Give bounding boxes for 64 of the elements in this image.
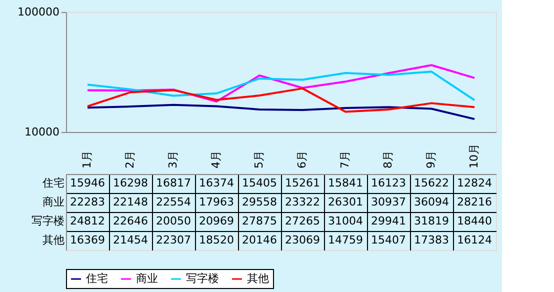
data-label: 29558 — [242, 196, 277, 208]
text: 其他 — [42, 234, 64, 246]
data-label: 24812 — [70, 214, 105, 228]
x-tick-label: 8月 — [382, 150, 394, 168]
data-label: 15946 — [70, 176, 105, 190]
text: 住宅 — [42, 176, 64, 190]
data-label: 16369 — [70, 234, 105, 246]
data-label: 21454 — [113, 234, 148, 246]
data-label: 17963 — [199, 196, 234, 208]
x-tick-label: 5月 — [252, 150, 266, 168]
data-label: 20146 — [242, 234, 277, 246]
data-label: 17383 — [414, 234, 449, 246]
data-label: 23069 — [285, 234, 320, 246]
y-tick-label: 100000 — [18, 6, 60, 18]
line-series — [86, 70, 476, 102]
data-label: 29941 — [371, 214, 406, 228]
data-label: 16124 — [457, 234, 492, 246]
legend-label: 商业 — [136, 272, 158, 285]
x-tick-label: 7月 — [338, 150, 352, 168]
data-label: 30937 — [371, 196, 406, 208]
text: 商业 — [42, 196, 64, 208]
data-label: 23322 — [285, 196, 320, 208]
data-label: 20969 — [199, 214, 234, 228]
data-label: 15405 — [242, 176, 277, 190]
x-tick-label: 10月 — [468, 144, 480, 168]
data-label: 22307 — [156, 234, 191, 246]
data-label: 22283 — [70, 196, 105, 208]
data-label: 15622 — [414, 176, 449, 190]
data-label: 16817 — [156, 176, 191, 190]
data-label: 16374 — [199, 176, 234, 190]
data-label: 28216 — [457, 196, 492, 208]
legend-label: 其他 — [247, 272, 269, 285]
line-series — [86, 87, 476, 113]
x-tick-label: 1月 — [80, 150, 94, 168]
data-label: 26301 — [328, 196, 363, 208]
data-label: 27875 — [242, 214, 277, 228]
data-label: 16298 — [113, 176, 148, 190]
data-label: 15841 — [328, 176, 363, 190]
data-label: 36094 — [414, 196, 449, 208]
data-label: 20050 — [156, 214, 191, 228]
line-series — [86, 64, 476, 102]
data-label: 18520 — [199, 234, 234, 246]
x-tick-label: 3月 — [166, 150, 180, 168]
data-label: 14759 — [328, 234, 363, 246]
data-label: 22554 — [156, 196, 191, 208]
x-tick-label: 2月 — [124, 150, 136, 168]
data-label: 22148 — [113, 196, 148, 208]
data-label: 12824 — [457, 176, 492, 190]
line-series — [86, 104, 476, 120]
data-label: 31819 — [414, 214, 449, 228]
x-tick-label: 4月 — [210, 150, 222, 168]
y-tick-label: 10000 — [24, 126, 60, 138]
data-label: 31004 — [328, 214, 363, 228]
data-label: 18440 — [457, 214, 492, 228]
data-label: 15261 — [285, 176, 320, 190]
data-label: 27265 — [285, 214, 320, 228]
x-tick-label: 6月 — [296, 150, 308, 168]
legend-label: 住宅 — [86, 272, 108, 285]
x-tick-label: 9月 — [424, 150, 438, 168]
data-label: 22646 — [113, 214, 148, 228]
text: 写字楼 — [32, 214, 64, 228]
data-label: 15407 — [371, 234, 406, 246]
legend-label: 写字楼 — [186, 272, 219, 285]
data-label: 16123 — [371, 176, 406, 190]
